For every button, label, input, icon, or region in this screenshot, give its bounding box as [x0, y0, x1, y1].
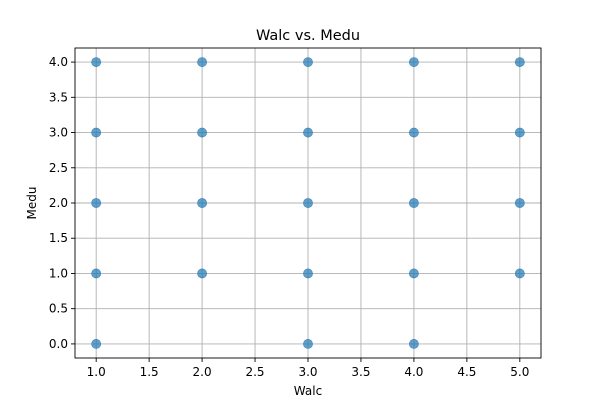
- x-tick-label: 2.5: [245, 365, 264, 379]
- data-point: [91, 198, 102, 208]
- x-tick-label: 5.0: [510, 365, 529, 379]
- x-tick-label: 1.0: [87, 365, 106, 379]
- y-tick-label: 1.0: [49, 266, 68, 280]
- data-point: [197, 127, 207, 138]
- data-point: [91, 268, 102, 279]
- data-point: [91, 127, 102, 138]
- y-tick-label: 0.5: [49, 302, 68, 316]
- y-tick-label: 3.0: [49, 126, 68, 140]
- data-point: [514, 127, 525, 138]
- y-tick-label: 3.5: [49, 90, 68, 104]
- data-point: [91, 339, 102, 349]
- data-point: [303, 127, 313, 138]
- data-point: [197, 268, 207, 279]
- data-point: [91, 57, 102, 67]
- data-point: [409, 57, 419, 67]
- data-point: [303, 57, 313, 67]
- data-point: [409, 127, 419, 138]
- y-tick-label: 0.0: [49, 337, 68, 351]
- data-point: [409, 339, 419, 349]
- data-point: [197, 198, 207, 208]
- y-axis-ticks: 0.0 0.5 1.0 1.5 2.0 2.5 3.0 3.5 4.0: [49, 55, 75, 351]
- y-tick-label: 4.0: [49, 55, 68, 69]
- x-tick-label: 3.0: [298, 365, 317, 379]
- data-point: [514, 198, 525, 208]
- x-tick-label: 3.5: [351, 365, 370, 379]
- data-point: [197, 57, 207, 67]
- x-tick-label: 1.5: [140, 365, 159, 379]
- data-points: [91, 57, 525, 349]
- data-point: [303, 268, 313, 279]
- data-point: [514, 57, 525, 67]
- y-tick-label: 1.5: [49, 231, 68, 245]
- data-point: [303, 198, 313, 208]
- x-axis-label: Walc: [294, 384, 322, 398]
- data-point: [409, 198, 419, 208]
- y-axis-label: Medu: [25, 187, 39, 220]
- chart-title: Walc vs. Medu: [256, 28, 360, 44]
- x-tick-label: 4.5: [457, 365, 476, 379]
- data-point: [514, 268, 525, 279]
- y-tick-label: 2.5: [49, 161, 68, 175]
- x-tick-label: 2.0: [193, 365, 212, 379]
- data-point: [409, 268, 419, 279]
- x-tick-label: 4.0: [404, 365, 423, 379]
- y-tick-label: 2.0: [49, 196, 68, 210]
- x-axis-ticks: 1.0 1.5 2.0 2.5 3.0 3.5 4.0 4.5 5.0: [87, 358, 529, 379]
- data-point: [303, 339, 313, 349]
